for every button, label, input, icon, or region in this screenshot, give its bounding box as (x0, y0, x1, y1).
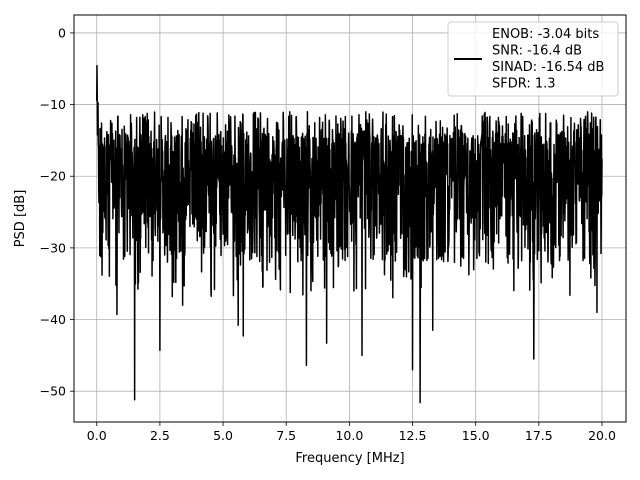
x-tick-label: 7.5 (276, 428, 296, 443)
legend: ENOB: -3.04 bits SNR: -16.4 dB SINAD: -1… (447, 21, 619, 97)
legend-line-enob: ENOB: -3.04 bits (492, 27, 599, 42)
x-tick-label: 20.0 (588, 428, 616, 443)
x-tick-label: 15.0 (462, 428, 490, 443)
x-tick-label: 0.0 (87, 428, 107, 443)
y-tick-label: −40 (40, 312, 66, 327)
series-layer (95, 64, 603, 404)
legend-line-sfdr: SFDR: 1.3 (492, 77, 556, 92)
legend-box (447, 21, 619, 97)
y-tick-label: −50 (40, 384, 66, 399)
x-tick-label: 2.5 (150, 428, 170, 443)
ticks: 0.0 2.5 5.0 7.5 10.0 12.5 15.0 17.5 20.0 0 −10 −20 −… (40, 25, 616, 443)
x-tick-label: 10.0 (335, 428, 363, 443)
y-tick-label: −30 (40, 240, 66, 255)
y-axis-label: PSD [dB] (13, 190, 28, 248)
psd-series-line (95, 64, 603, 404)
x-axis-label: Frequency [MHz] (295, 451, 404, 466)
legend-line-snr: SNR: -16.4 dB (492, 44, 582, 59)
x-tick-label: 12.5 (399, 428, 427, 443)
plot-frame (73, 14, 627, 423)
legend-line-sinad: SINAD: -16.54 dB (492, 60, 604, 75)
y-tick-label: −20 (40, 169, 66, 184)
x-tick-label: 5.0 (213, 428, 233, 443)
x-tick-label: 17.5 (525, 428, 553, 443)
y-tick-label: −10 (40, 97, 66, 112)
y-tick-label: 0 (58, 25, 66, 40)
